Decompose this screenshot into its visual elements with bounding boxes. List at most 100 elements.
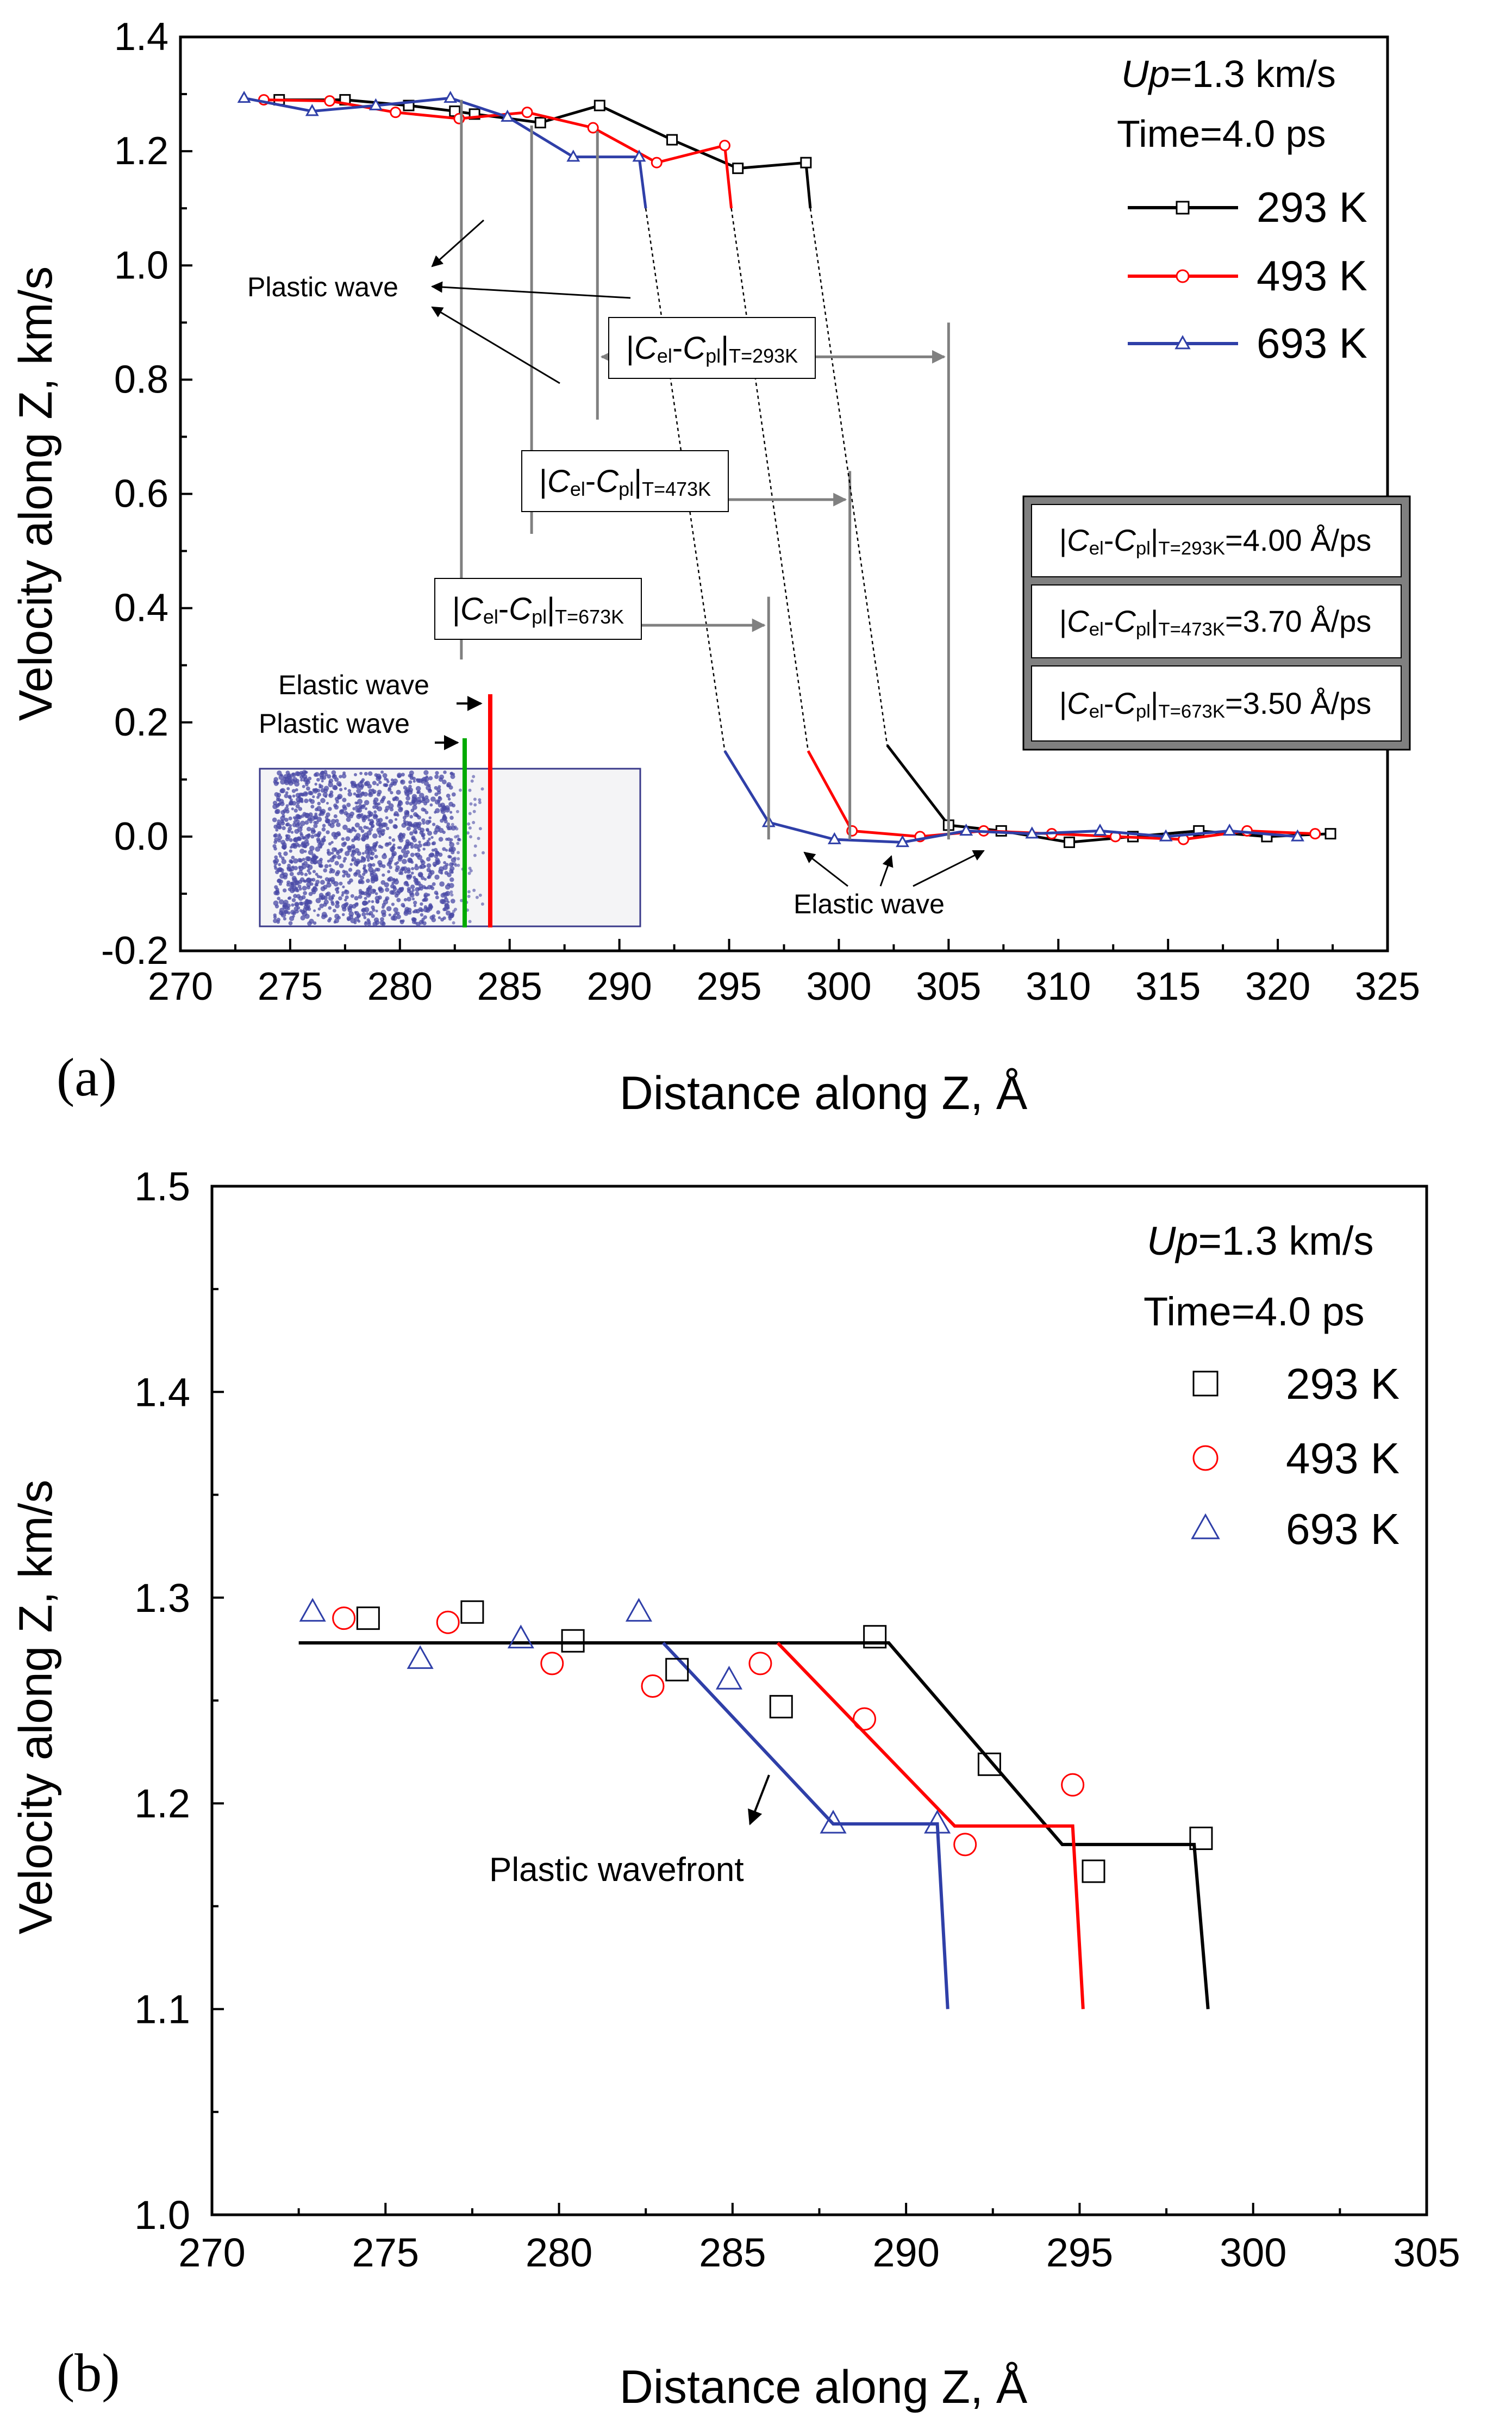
atom — [438, 837, 443, 842]
atom — [299, 849, 305, 854]
values-box-entry: |Cel-Cpl|T=673K=3.50 Å/ps — [1059, 686, 1372, 722]
atom — [413, 824, 418, 830]
atom — [349, 814, 353, 819]
atom — [276, 918, 280, 922]
atom — [355, 805, 359, 809]
elastic-wave-arrow — [803, 851, 848, 887]
atom — [423, 781, 429, 786]
atom — [307, 921, 312, 926]
atom — [281, 845, 286, 850]
atom — [327, 919, 331, 923]
atom — [418, 793, 424, 798]
legend-label: 693 K — [1286, 1505, 1399, 1553]
atom — [364, 922, 368, 926]
atom — [320, 880, 325, 885]
y-tick-label: 1.5 — [134, 1164, 190, 1209]
atom — [428, 906, 433, 911]
atom — [355, 783, 360, 789]
atom — [413, 900, 417, 905]
atom — [415, 863, 418, 867]
atom — [468, 920, 472, 924]
atom — [426, 839, 429, 843]
atom — [317, 801, 321, 806]
atom — [272, 800, 278, 806]
atom — [365, 843, 370, 849]
atom — [296, 889, 299, 893]
atom — [436, 910, 441, 914]
atom — [405, 796, 410, 801]
atom — [357, 919, 361, 923]
atom — [287, 829, 291, 833]
atom — [478, 893, 482, 897]
panel-a-series — [237, 91, 1336, 848]
panel-a-label: (a) — [57, 1047, 117, 1107]
atom — [407, 896, 411, 902]
atom — [448, 801, 454, 807]
atom — [378, 844, 382, 849]
atom — [372, 845, 377, 850]
atom — [424, 798, 430, 803]
atom — [429, 803, 433, 807]
atom — [272, 859, 277, 863]
atom — [382, 912, 386, 918]
atom — [360, 829, 365, 833]
atom — [289, 838, 293, 842]
atom — [412, 910, 415, 914]
atom — [380, 880, 386, 885]
atom — [380, 917, 384, 921]
fit-line-293k — [298, 1641, 1210, 2009]
atom — [434, 890, 439, 895]
atom — [448, 855, 452, 859]
atom — [295, 804, 300, 809]
atom — [363, 864, 367, 868]
y-tick-label: 0.0 — [114, 815, 168, 858]
atom — [413, 780, 416, 783]
data-point — [407, 1645, 434, 1669]
atom — [363, 916, 367, 919]
atom — [308, 798, 313, 802]
atom — [356, 788, 361, 794]
atom — [378, 888, 384, 893]
atom — [327, 851, 332, 856]
atom — [388, 819, 393, 824]
atom — [351, 850, 357, 855]
atom — [309, 815, 315, 821]
atom — [417, 849, 421, 852]
atom — [375, 910, 378, 913]
data-point — [853, 1707, 877, 1731]
atom — [283, 888, 287, 893]
atom — [351, 838, 355, 843]
atom — [304, 770, 307, 774]
speed-difference-label: |Cel-Cpl|T=673K — [452, 591, 624, 628]
atom — [341, 894, 344, 897]
atom — [442, 847, 446, 851]
panel-a-x-tick-labels: 270 275 280 285 290 295 300 305 310 315 320 325 — [148, 965, 1420, 1008]
atom — [409, 892, 415, 898]
atom — [408, 874, 413, 879]
atom — [348, 868, 353, 872]
atom — [291, 789, 296, 793]
atom — [392, 843, 396, 846]
atom — [273, 890, 278, 895]
plastic-wavefront-label: Plastic wavefront — [489, 1851, 744, 1889]
atom — [358, 793, 363, 798]
atom — [295, 788, 298, 792]
atom — [289, 871, 294, 876]
atom — [326, 802, 329, 805]
atom — [360, 784, 365, 788]
legend-time-line: Time=4.0 ps — [1144, 1289, 1365, 1334]
atom — [315, 873, 318, 876]
atom — [377, 830, 383, 836]
atom — [426, 842, 431, 846]
atom — [330, 851, 334, 855]
atom — [435, 771, 439, 775]
atom — [390, 791, 393, 795]
atom — [427, 788, 432, 793]
atom — [409, 815, 413, 819]
atom — [398, 807, 403, 813]
atom — [329, 870, 332, 874]
atom — [423, 864, 427, 868]
data-point — [953, 1833, 977, 1857]
atom — [328, 778, 334, 783]
atom — [362, 867, 366, 870]
